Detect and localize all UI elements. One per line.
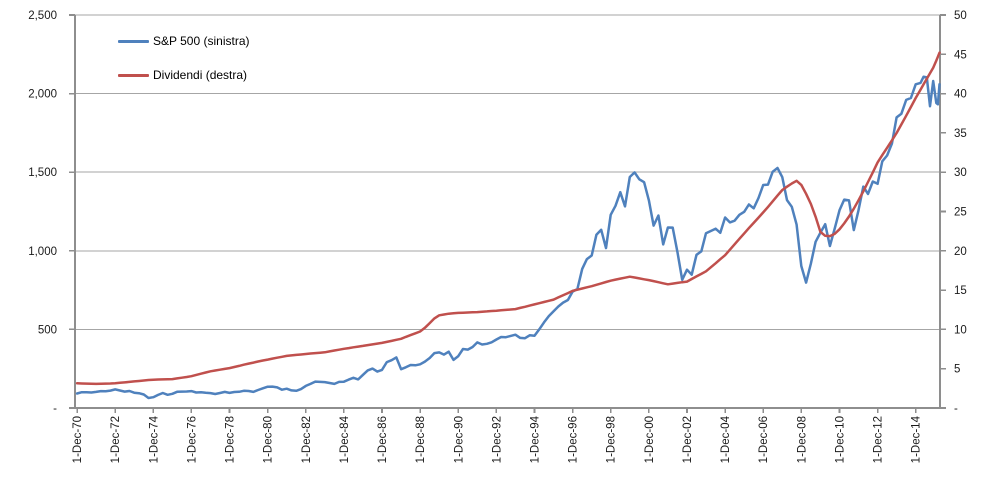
y-axis-right-tick-label: 40 — [954, 89, 967, 101]
y-axis-right-tick-label: 50 — [954, 10, 967, 22]
y-axis-left-labels: - 500 1,000 1,500 2,000 2,500 — [28, 10, 57, 415]
x-axis-tick-label: 1-Dec-94 — [530, 415, 542, 463]
x-axis-tick-label: 1-Dec-02 — [682, 416, 694, 463]
gridlines — [75, 14, 940, 330]
x-axis-tick-label: 1-Dec-08 — [796, 416, 808, 463]
x-axis-tick-label: 1-Dec-04 — [720, 415, 732, 463]
y-axis-right-tick-label: 5 — [954, 364, 960, 376]
y-axis-right-labels: - 5 10 15 20 25 30 35 40 45 50 — [954, 10, 967, 415]
y-axis-right-tick-label: 45 — [954, 49, 967, 61]
legend-label-sp500: S&P 500 (sinistra) — [153, 34, 250, 48]
y-axis-right-tick-label: - — [954, 403, 958, 415]
sp500-line-swatch — [118, 39, 149, 43]
y-axis-left-tick-label: - — [53, 403, 57, 415]
series-line-dividends — [75, 51, 941, 386]
series-line-sp500 — [75, 75, 941, 400]
x-axis-tick-label: 1-Dec-72 — [110, 416, 122, 463]
y-axis-left-tick-label: 1,000 — [28, 246, 57, 258]
x-axis-tick-label: 1-Dec-90 — [453, 416, 465, 463]
y-axis-right-tick-label: 25 — [954, 207, 967, 219]
x-axis-tick-label: 1-Dec-06 — [758, 416, 770, 463]
x-axis-tick-label: 1-Dec-00 — [644, 416, 656, 463]
x-axis-tick-label: 1-Dec-92 — [491, 416, 503, 463]
x-axis-tick-label: 1-Dec-78 — [225, 416, 237, 463]
x-axis-tick-label: 1-Dec-86 — [377, 416, 389, 463]
y-axis-left-tick-label: 2,500 — [28, 10, 57, 22]
y-axis-left-tick-label: 2,000 — [28, 89, 57, 101]
x-axis-tick-label: 1-Dec-96 — [568, 416, 580, 463]
x-axis-tick-label: 1-Dec-10 — [834, 416, 846, 463]
x-axis-tick-label: 1-Dec-88 — [415, 416, 427, 463]
y-axis-left-tick-label: 500 — [38, 324, 57, 336]
y-axis-right-tick-label: 35 — [954, 128, 967, 140]
legend-entry-sp500: S&P 500 (sinistra) — [118, 31, 250, 51]
y-axis-left-tick-label: 1,500 — [28, 167, 57, 179]
y-axis-right-tick-label: 10 — [954, 324, 967, 336]
dividends-line-swatch — [118, 73, 149, 77]
x-axis-tick-label: 1-Dec-74 — [148, 415, 160, 463]
x-axis-tick-label: 1-Dec-14 — [911, 415, 923, 463]
x-axis-tick-label: 1-Dec-80 — [263, 416, 275, 463]
legend-label-dividends: Dividendi (destra) — [153, 68, 248, 82]
x-axis-tick-label: 1-Dec-70 — [72, 416, 84, 463]
y-axis-right-tick-label: 30 — [954, 167, 967, 179]
x-axis-tick-label: 1-Dec-82 — [301, 416, 313, 463]
legend: S&P 500 (sinistra) Dividendi (destra) — [118, 31, 250, 99]
y-axis-right-tick-label: 20 — [954, 246, 967, 258]
x-axis-tick-label: 1-Dec-12 — [873, 416, 885, 463]
legend-entry-dividends: Dividendi (destra) — [118, 65, 250, 85]
x-axis-labels: 1-Dec-70 1-Dec-72 1-Dec-74 1-Dec-76 1-Dec-78… — [72, 415, 923, 463]
x-axis-tick-label: 1-Dec-98 — [606, 416, 618, 463]
x-axis-tick-label: 1-Dec-84 — [339, 415, 351, 463]
axes — [69, 14, 946, 413]
series-lines — [75, 51, 941, 400]
x-axis-tick-label: 1-Dec-76 — [186, 416, 198, 463]
y-axis-right-tick-label: 15 — [954, 285, 967, 297]
